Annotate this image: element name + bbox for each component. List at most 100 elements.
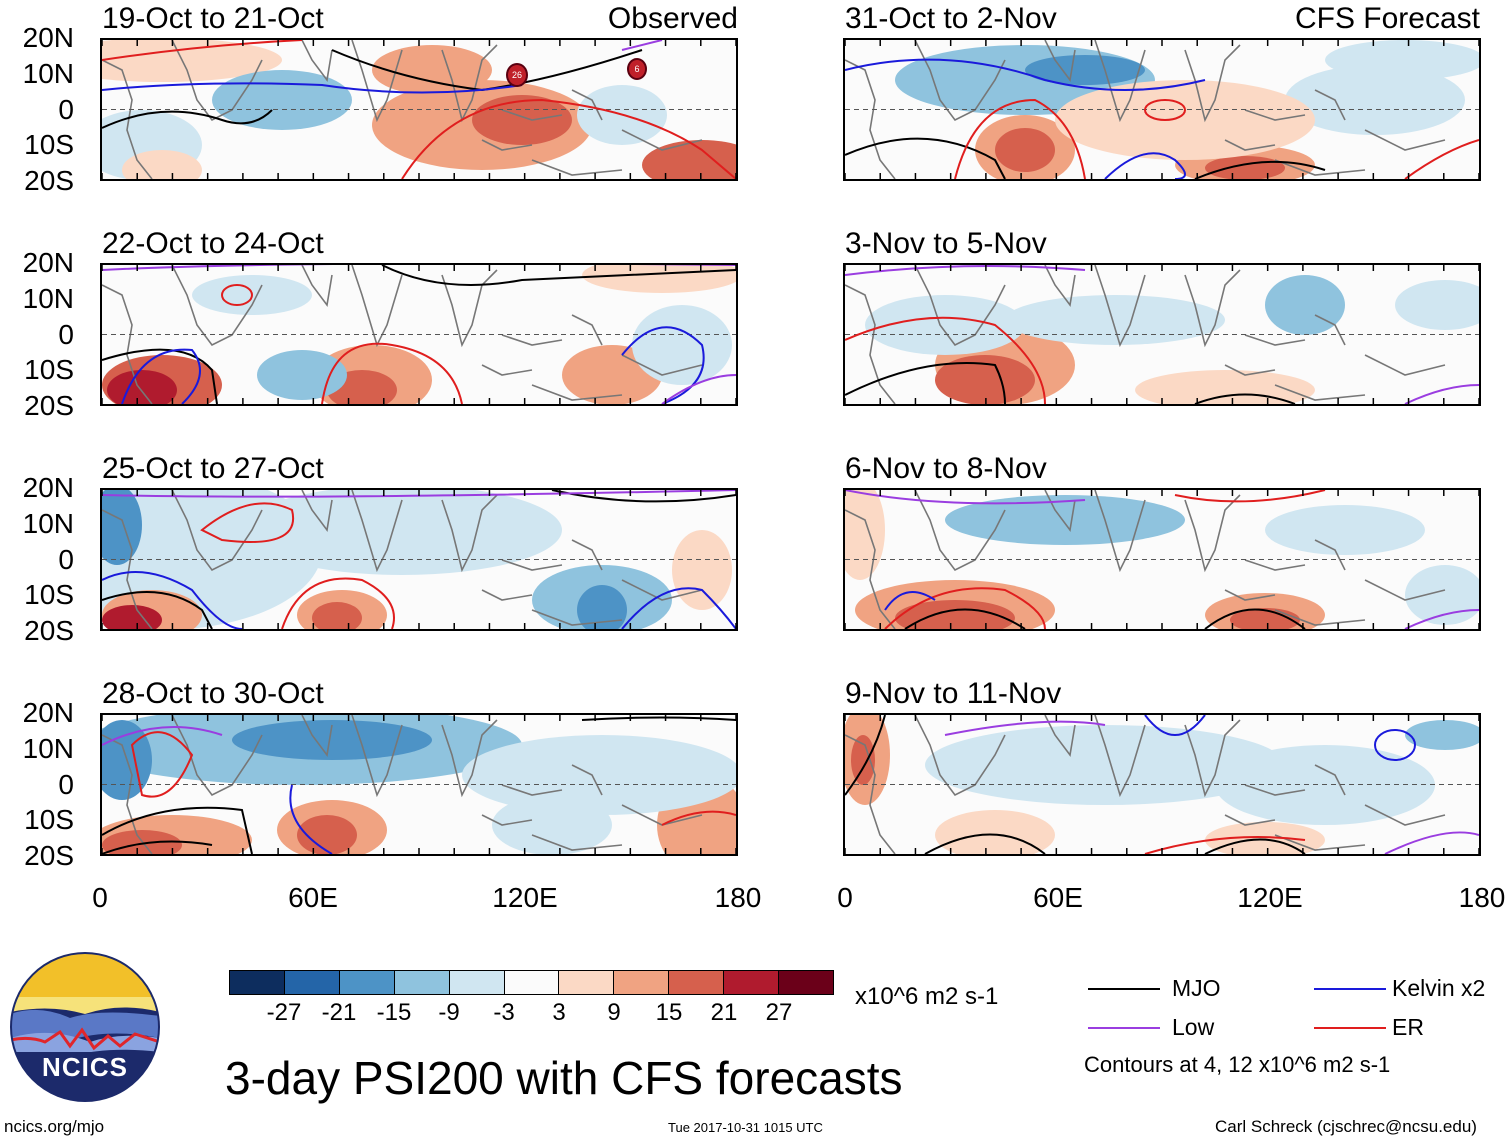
storm-marker-1: 26: [506, 63, 528, 87]
map-panel-4: [100, 713, 738, 856]
colorbar-swatch: [503, 971, 559, 994]
anomaly-shading: [1405, 720, 1479, 750]
panel-title-1: 19-Oct to 21-Oct: [102, 2, 324, 35]
y-tick-label: 20S: [24, 615, 74, 646]
anomaly-shading: [845, 490, 885, 580]
anomaly-shading: [257, 350, 347, 400]
wave-contour: [102, 806, 253, 854]
footer-credit: Carl Schreck (cjschrec@ncsu.edu): [1215, 1117, 1477, 1136]
wave-contour: [102, 591, 213, 629]
wave-contour: [102, 265, 736, 271]
y-tick-label: 0: [58, 318, 74, 350]
panel-title-6: 3-Nov to 5-Nov: [845, 227, 1047, 260]
anomaly-shading: [1325, 40, 1479, 80]
wave-contour: [845, 137, 1006, 179]
wave-contour: [1144, 99, 1187, 121]
wave-contour: [1194, 393, 1296, 404]
colorbar-swatch: [668, 971, 724, 994]
colorbar-swatch: [283, 971, 339, 994]
x-tick-180-right: 180: [1458, 882, 1506, 913]
colorbar-tick-label: -9: [438, 999, 460, 1026]
anomaly-shading: [1265, 275, 1345, 335]
panel-title-5: 31-Oct to 2-Nov: [845, 2, 1057, 35]
anomaly-shading: [895, 600, 1015, 629]
footer-url[interactable]: ncics.org/mjo: [4, 1117, 105, 1136]
wave-contour: [1374, 729, 1417, 761]
wave-contour: [102, 490, 736, 498]
colorbar-swatch: [723, 971, 779, 994]
x-tick-0-left: 0: [92, 882, 108, 913]
anomaly-shading: [102, 40, 282, 82]
wave-contour: [661, 810, 736, 826]
anomaly-shading: [297, 815, 357, 854]
anomaly-shading: [1265, 505, 1425, 555]
wave-contour: [130, 731, 194, 798]
map-panel-7: [843, 488, 1481, 631]
colorbar-swatch: [778, 971, 833, 994]
y-tick-label: 20S: [24, 390, 74, 421]
anomaly-shading: [995, 128, 1055, 172]
wave-contour: [1204, 608, 1306, 629]
map-field: [845, 265, 1479, 404]
anomaly-shading: [372, 45, 492, 95]
map-panel-8: [843, 713, 1481, 856]
anomaly-shading: [212, 70, 352, 130]
anomaly-shading: [851, 735, 875, 785]
colorbar-tick-label: 3: [552, 999, 566, 1026]
y-tick-label: 10S: [24, 579, 74, 611]
wave-contour: [884, 587, 1046, 629]
x-tick-180-left: 180: [714, 882, 762, 913]
wave-contour: [200, 502, 295, 543]
colorbar-swatch: [393, 971, 449, 994]
colorbar-tick-label: -3: [493, 999, 515, 1026]
anomaly-shading: [312, 602, 362, 629]
panel-title-7: 6-Nov to 8-Nov: [845, 452, 1047, 485]
x-tick-60e-left: 60E: [288, 882, 338, 913]
panel-title-8: 9-Nov to 11-Nov: [845, 677, 1062, 710]
map-field: [102, 265, 736, 404]
wave-contour: [621, 587, 736, 629]
wave-contour: [845, 265, 1086, 276]
wave-contour: [904, 608, 1026, 629]
wave-contour: [621, 326, 705, 404]
anomaly-shading: [1285, 65, 1465, 135]
colorbar-tick-label: -27: [266, 999, 302, 1026]
colorbar-swatch: [338, 971, 394, 994]
y-tick-label: 20N: [22, 247, 74, 278]
colorbar-tick-label: -15: [376, 999, 412, 1026]
wave-contour: [401, 98, 736, 179]
wave-contour: [1104, 152, 1186, 179]
wave-contour: [121, 348, 201, 404]
y-tick-label: 10S: [24, 129, 74, 161]
wave-contour: [1404, 139, 1479, 179]
y-tick-label: 10N: [22, 57, 74, 89]
anomaly-shading: [1205, 156, 1285, 179]
anomaly-shading: [672, 530, 732, 610]
anomaly-shading: [462, 735, 736, 815]
main-title: 3-day PSI200 with CFS forecasts: [225, 1052, 903, 1104]
colorbar-tick-label: 9: [607, 999, 621, 1026]
wave-contour: [924, 833, 1046, 854]
wave-contour: [1404, 609, 1479, 629]
anomaly-shading: [582, 265, 736, 293]
y-tick-label: 10N: [22, 282, 74, 314]
legend-line-mjo: [1088, 988, 1160, 990]
map-panel-3: [100, 488, 738, 631]
legend-note: Contours at 4, 12 x10^6 m2 s-1: [1084, 1052, 1391, 1077]
anomaly-shading: [102, 490, 142, 565]
wave-contour: [884, 591, 936, 611]
y-tick-label: 20S: [24, 840, 74, 871]
wave-contour: [1144, 836, 1306, 854]
legend-label-kelvin: Kelvin x2: [1392, 975, 1486, 1001]
y-tick-label: 0: [58, 543, 74, 575]
panel-title-4: 28-Oct to 30-Oct: [102, 677, 324, 710]
map-field: [102, 490, 736, 629]
colorbar-tick-label: 27: [765, 999, 793, 1026]
x-tick-120e-left: 120E: [492, 882, 558, 913]
wave-contour: [845, 490, 1086, 505]
wave-contour: [381, 265, 736, 286]
y-tick-label: 0: [58, 93, 74, 125]
anomaly-shading: [577, 585, 627, 629]
anomaly-shading: [472, 95, 572, 145]
anomaly-shading: [865, 295, 1025, 355]
